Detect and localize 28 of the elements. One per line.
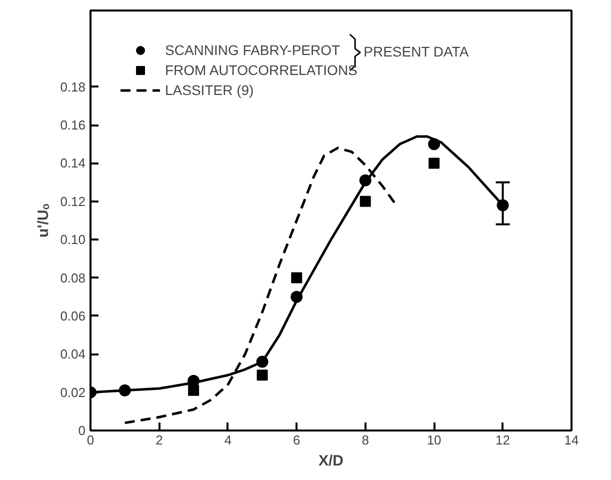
x-tick-label: 2 [156, 432, 163, 448]
y-tick-label: 0.12 [60, 194, 86, 209]
legend-label: LASSITER (9) [165, 82, 254, 98]
y-axis-title: u'/Uₒ [35, 204, 52, 238]
x-tick-label: 10 [426, 432, 442, 448]
point [360, 196, 371, 207]
point [256, 370, 268, 381]
y-tick-label: 0.04 [60, 346, 86, 362]
x-tick-label: 8 [362, 432, 369, 448]
y-tick-label: 0 [78, 423, 86, 438]
y-tick-label: 0.18 [60, 79, 86, 94]
x-tick-label: 6 [293, 432, 300, 448]
point [188, 384, 200, 396]
point [428, 158, 440, 169]
y-tick-label: 0.08 [60, 270, 86, 286]
x-axis-title: X/D [318, 452, 344, 470]
y-tick-label: 0.10 [60, 232, 86, 248]
point [291, 272, 302, 284]
legend-label: SCANNING FABRY-PEROT [165, 42, 340, 58]
legend-label: FROM AUTOCORRELATIONS [165, 62, 358, 78]
annotation: PRESENT DATA [364, 44, 470, 60]
y-tick-label: 0.06 [60, 308, 86, 324]
x-tick-label: 4 [224, 432, 232, 448]
y-tick-label: 0.02 [60, 384, 86, 400]
y-tick-label: 0.16 [60, 118, 86, 133]
x-tick-label: 12 [496, 432, 510, 448]
y-tick-label: 0.14 [60, 156, 86, 171]
x-tick-label: 14 [564, 432, 579, 448]
